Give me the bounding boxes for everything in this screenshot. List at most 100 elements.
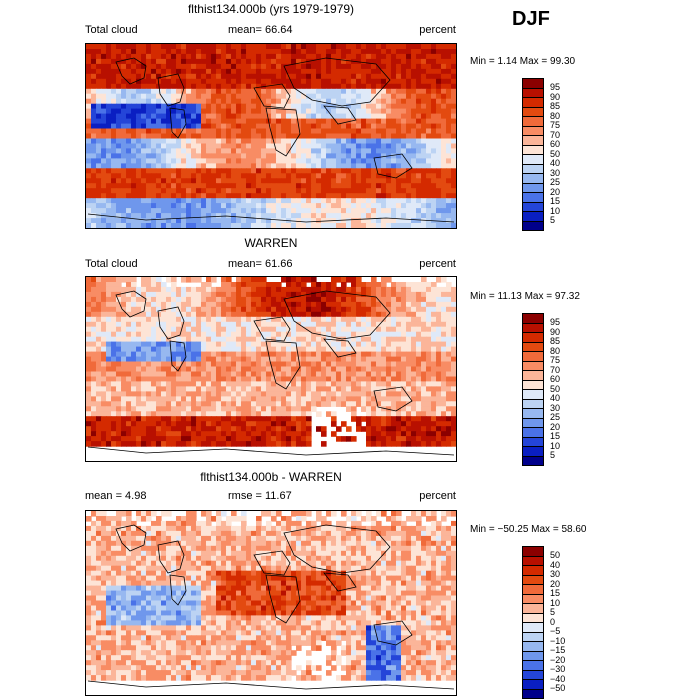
colorbar-cell xyxy=(522,660,544,670)
colorbar-cell xyxy=(522,154,544,164)
colorbar-tick-label: 50 xyxy=(550,550,561,560)
colorbar-cell xyxy=(522,220,544,231)
panel-3-field xyxy=(86,511,456,690)
colorbar-tick-label: −20 xyxy=(550,654,566,665)
colorbar-cell xyxy=(522,584,544,594)
colorbar-tick-label: 25 xyxy=(550,177,561,187)
panel-3-stat-label: rmse = 11.67 xyxy=(228,490,292,502)
colorbar-tick-label: 10 xyxy=(550,597,561,608)
panel-1-units: percent xyxy=(419,24,456,36)
colorbar-cell xyxy=(522,641,544,651)
panel-2-stat-label: mean= 61.66 xyxy=(228,258,293,270)
colorbar-cell xyxy=(522,173,544,183)
colorbar-tick-label: 25 xyxy=(550,412,561,422)
panel-1-title: flthist134.000b (yrs 1979-1979) xyxy=(187,2,355,16)
colorbar-cell xyxy=(522,106,544,117)
colorbar-tick-label: 90 xyxy=(550,326,561,337)
colorbar-cell xyxy=(522,593,544,604)
colorbar-tick-label: 50 xyxy=(550,148,561,159)
colorbar-cell xyxy=(522,379,544,390)
panel-3-minmax: Min = −50.25 Max = 58.60 xyxy=(470,524,587,535)
panel-1-stat-label: mean= 66.64 xyxy=(228,24,293,36)
colorbar-cell xyxy=(522,446,544,456)
panel-3-map xyxy=(85,510,457,696)
colorbar-tick-label: 90 xyxy=(550,91,561,102)
colorbar-cell xyxy=(522,389,544,399)
colorbar-cell xyxy=(522,351,544,361)
colorbar-frame xyxy=(522,78,544,231)
colorbar-cell xyxy=(522,679,544,689)
colorbar-cell xyxy=(522,436,544,447)
colorbar-tick-label: 20 xyxy=(550,578,561,589)
panel-1-field xyxy=(86,44,456,228)
colorbar-tick-label: 20 xyxy=(550,186,561,197)
colorbar-cell xyxy=(522,669,544,680)
colorbar-cell xyxy=(522,322,544,333)
colorbar-tick-label: 15 xyxy=(550,588,561,598)
colorbar-cell xyxy=(522,163,544,174)
colorbar-cell xyxy=(522,455,544,466)
colorbar-tick-label: 0 xyxy=(550,616,556,627)
colorbar-tick-label: −10 xyxy=(550,635,566,646)
panel-2-left-label: Total cloud xyxy=(85,258,138,270)
colorbar-cell xyxy=(522,555,544,566)
panel-2-field xyxy=(86,277,456,456)
colorbar-tick-label: 10 xyxy=(550,440,561,451)
colorbar-cell xyxy=(522,360,544,371)
colorbar-tick-label: 80 xyxy=(550,110,561,121)
panel-2-units: percent xyxy=(419,258,456,270)
colorbar-cell xyxy=(522,565,544,575)
colorbar-tick-label: 30 xyxy=(550,402,561,413)
colorbar-cell xyxy=(522,398,544,409)
colorbar-tick-label: 5 xyxy=(550,450,556,460)
panel-2-map xyxy=(85,276,457,462)
colorbar-cell xyxy=(522,192,544,202)
colorbar-tick-label: 10 xyxy=(550,205,561,216)
colorbar-tick-label: 75 xyxy=(550,120,561,130)
colorbar-tick-label: 85 xyxy=(550,101,561,111)
colorbar-cell xyxy=(522,370,544,380)
colorbar-cell xyxy=(522,427,544,437)
colorbar-tick-label: 70 xyxy=(550,129,561,140)
colorbar-tick-label: 95 xyxy=(550,82,561,92)
colorbar-cell xyxy=(522,631,544,642)
colorbar-cell xyxy=(522,408,544,418)
panel-2-title: WARREN xyxy=(244,236,298,250)
colorbar-cell xyxy=(522,125,544,136)
colorbar-cell xyxy=(522,144,544,155)
colorbar-cell xyxy=(522,341,544,352)
season-label: DJF xyxy=(512,8,550,30)
panel-3-units: percent xyxy=(419,490,456,502)
colorbar-cell xyxy=(522,97,544,107)
colorbar-cell xyxy=(522,612,544,623)
colorbar-tick-label: 40 xyxy=(550,393,561,403)
colorbar-cell xyxy=(522,182,544,193)
colorbar-tick-label: 15 xyxy=(550,196,561,206)
panel-3-left-label: mean = 4.98 xyxy=(85,490,147,502)
panel-1-map xyxy=(85,43,457,229)
colorbar-tick-label: 80 xyxy=(550,345,561,356)
colorbar-tick-label: −5 xyxy=(550,626,561,636)
colorbar-cell xyxy=(522,332,544,342)
colorbar-tick-label: 40 xyxy=(550,158,561,168)
colorbar-cell xyxy=(522,211,544,221)
colorbar-cell xyxy=(522,574,544,585)
panel-2-minmax: Min = 11.13 Max = 97.32 xyxy=(470,291,580,302)
colorbar-tick-label: 85 xyxy=(550,336,561,346)
colorbar-tick-label: 30 xyxy=(550,167,561,178)
colorbar-cell xyxy=(522,201,544,212)
colorbar-cell xyxy=(522,116,544,126)
colorbar-cell xyxy=(522,603,544,613)
colorbar-tick-label: 5 xyxy=(550,215,556,225)
colorbar-tick-label: −50 xyxy=(550,683,566,693)
colorbar-cell xyxy=(522,87,544,98)
colorbar-tick-label: 60 xyxy=(550,139,561,149)
colorbar-cell xyxy=(522,650,544,661)
colorbar-tick-label: 5 xyxy=(550,607,556,617)
colorbar-tick-label: −15 xyxy=(550,645,566,655)
colorbar-tick-label: 60 xyxy=(550,374,561,384)
colorbar-tick-label: 75 xyxy=(550,355,561,365)
colorbar-cell xyxy=(522,417,544,428)
colorbar-frame xyxy=(522,313,544,466)
panel-1-minmax: Min = 1.14 Max = 99.30 xyxy=(470,56,576,67)
